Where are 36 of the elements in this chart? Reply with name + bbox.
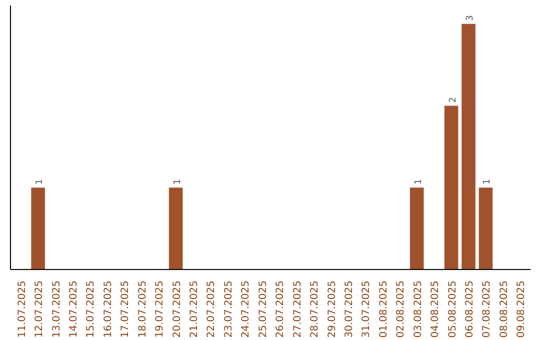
x-tick-label: 17.07.2025	[120, 280, 132, 338]
data-label: 1	[172, 178, 183, 185]
x-tick-label: 21.07.2025	[189, 280, 200, 338]
x-tick-label: 20.07.2025	[172, 280, 183, 338]
x-tick-label: 18.07.2025	[137, 280, 148, 338]
x-tick-label: 04.08.2025	[430, 280, 442, 338]
x-tick-label: 07.08.2025	[482, 280, 493, 338]
x-tick-label: 30.07.2025	[344, 280, 355, 338]
x-tick-label: 02.08.2025	[396, 280, 407, 338]
x-tick-label: 05.08.2025	[447, 280, 458, 338]
x-tick-label: 11.07.2025	[16, 280, 28, 338]
x-tick-label: 16.07.2025	[102, 280, 114, 338]
x-tick-label: 22.07.2025	[206, 280, 218, 338]
x-tick-label: 15.07.2025	[86, 280, 97, 338]
x-tick-label: 08.08.2025	[498, 280, 510, 338]
data-label: 1	[414, 178, 424, 185]
x-tick-label: 28.07.2025	[310, 280, 321, 338]
x-tick-label: 01.08.2025	[378, 280, 390, 338]
data-label: 3	[466, 15, 476, 21]
x-tick-label: 03.08.2025	[412, 280, 424, 338]
x-tick-label: 23.07.2025	[223, 280, 234, 338]
x-tick-label: 19.07.2025	[154, 280, 166, 338]
x-tick-label: 24.07.2025	[240, 280, 252, 338]
x-tick-label: 29.07.2025	[326, 280, 338, 338]
x-tick-label: 09.08.2025	[516, 280, 528, 338]
x-tick-label: 31.07.2025	[361, 280, 372, 338]
x-tick-label: 14.07.2025	[68, 280, 80, 338]
x-tick-label: 13.07.2025	[51, 280, 62, 338]
x-tick-label: 12.07.2025	[34, 280, 46, 338]
x-tick-label: 25.07.2025	[258, 280, 269, 338]
x-tick-label: 06.08.2025	[464, 280, 476, 338]
data-label: 2	[448, 97, 458, 103]
data-label: 1	[35, 178, 46, 185]
data-label: 1	[482, 178, 493, 185]
x-tick-label: 27.07.2025	[292, 280, 304, 338]
x-tick-label: 26.07.2025	[275, 280, 286, 338]
